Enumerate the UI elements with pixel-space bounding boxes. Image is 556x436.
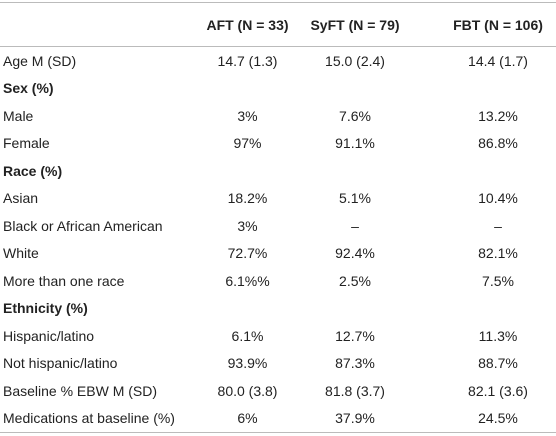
cell-value: 12.7%: [335, 327, 375, 344]
cell-value: 15.0 (2.4): [325, 52, 385, 69]
cell-value: 37.9%: [300, 404, 410, 433]
row-label: Not hispanic/latino: [3, 355, 118, 372]
row-label: Black or African American: [3, 217, 163, 234]
section-label: Race (%): [3, 162, 63, 179]
cell-value: 7.6%: [339, 107, 371, 124]
cell-value: 5.1%: [339, 190, 371, 207]
cell-value: 7.5%: [482, 272, 514, 289]
cell-value: 81.8 (3.7): [325, 382, 385, 399]
column-header: AFT (N = 33): [195, 2, 300, 47]
row-label: More than one race: [3, 272, 125, 289]
data-row: Baseline % EBW M (SD) 80.0 (3.8) 81.8 (3.7…: [0, 377, 556, 405]
cell-value: 82.1%: [478, 245, 518, 262]
cell-value: 97%: [233, 135, 262, 152]
cell-value: 86.8%: [478, 135, 518, 152]
cell-value: 72.7%: [227, 245, 268, 262]
cell-value: 10.4%: [478, 190, 518, 207]
section-row: Race (%): [0, 157, 556, 185]
data-row: More than one race 6.1%% 2.5% 7.5%: [0, 267, 556, 295]
column-header: SyFT (N = 79): [300, 2, 410, 47]
table-header: AFT (N = 33) SyFT (N = 79) FBT (N = 106): [0, 2, 556, 47]
cell-value: 11.3%: [478, 327, 518, 344]
data-row: Female 97% 91.1% 86.8%: [0, 130, 556, 158]
row-label: White: [3, 245, 39, 262]
section-label: Sex (%): [3, 80, 54, 97]
row-label: Age M (SD): [3, 52, 77, 69]
cell-value: 24.5%: [410, 404, 556, 433]
cell-value: –: [351, 217, 359, 234]
cell-value: 3%: [237, 217, 258, 234]
cell-value: 92.4%: [335, 245, 375, 262]
header-row: AFT (N = 33) SyFT (N = 79) FBT (N = 106): [0, 2, 556, 47]
cell-value: 18.2%: [227, 190, 268, 207]
cell-value: 87.3%: [335, 355, 375, 372]
cell-value: 6.1%%: [225, 272, 270, 289]
row-label: Asian: [3, 190, 39, 207]
data-row: Medications at baseline (%) 6% 37.9% 24.5%: [0, 404, 556, 433]
row-label: Baseline % EBW M (SD): [3, 382, 158, 399]
cell-value: 88.7%: [478, 355, 518, 372]
data-row: Not hispanic/latino 93.9% 87.3% 88.7%: [0, 350, 556, 378]
cell-value: –: [494, 217, 502, 234]
cell-value: 93.9%: [227, 355, 268, 372]
data-row: White 72.7% 92.4% 82.1%: [0, 240, 556, 268]
cell-value: 82.1 (3.6): [468, 382, 528, 399]
cell-value: 80.0 (3.8): [217, 382, 278, 399]
column-header: FBT (N = 106): [410, 2, 556, 47]
cell-value: 6%: [195, 404, 300, 433]
row-label: Medications at baseline (%): [0, 404, 195, 433]
table-body: Age M (SD) 14.7 (1.3) 15.0 (2.4) 14.4 (1.7)…: [0, 47, 556, 433]
cell-value: 13.2%: [478, 107, 518, 124]
section-row: Sex (%): [0, 75, 556, 103]
cell-value: 91.1%: [335, 135, 375, 152]
cell-value: 6.1%: [231, 327, 264, 344]
data-row: Asian 18.2% 5.1% 10.4%: [0, 185, 556, 213]
data-row: Black or African American 3% – –: [0, 212, 556, 240]
cell-value: 14.7 (1.3): [217, 52, 278, 69]
row-label: Female: [3, 135, 50, 152]
row-label: Hispanic/latino: [3, 327, 95, 344]
cell-value: 3%: [237, 107, 258, 124]
cell-value: 14.4 (1.7): [468, 52, 528, 69]
cell-value: 2.5%: [339, 272, 371, 289]
row-label: Male: [3, 107, 34, 124]
column-header: [0, 2, 195, 47]
section-label: Ethnicity (%): [3, 300, 88, 317]
data-row: Age M (SD) 14.7 (1.3) 15.0 (2.4) 14.4 (1.7): [0, 47, 556, 75]
data-row: Male 3% 7.6% 13.2%: [0, 102, 556, 130]
section-row: Ethnicity (%): [0, 295, 556, 323]
data-row: Hispanic/latino 6.1% 12.7% 11.3%: [0, 322, 556, 350]
